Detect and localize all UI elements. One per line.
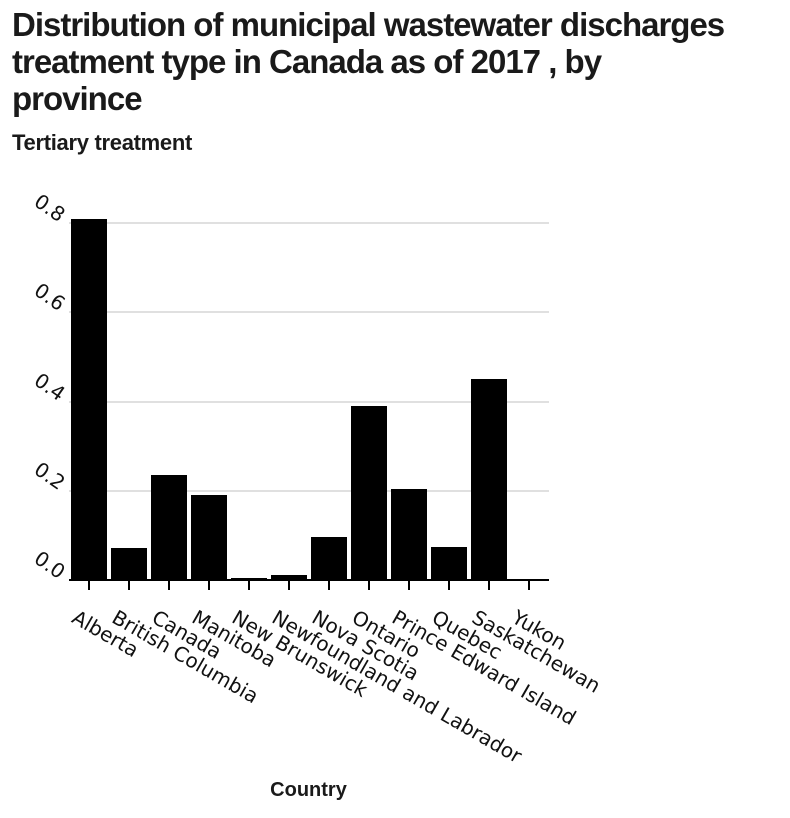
x-tick-mark-canada — [167, 581, 170, 590]
bar-newfoundland-and-labrador — [270, 575, 307, 580]
x-tick-mark-alberta — [87, 581, 90, 590]
gridline-0.6 — [68, 311, 549, 314]
chart-subtitle: Tertiary treatment — [12, 130, 193, 155]
y-tick-label-0.6: 0.6 — [30, 278, 70, 317]
bar-british-columbia — [110, 547, 147, 580]
x-axis-title: Country — [270, 779, 347, 801]
x-tick-mark-prince-edward-island — [407, 581, 410, 590]
x-tick-mark-new-brunswick — [247, 581, 250, 590]
x-axis-line — [68, 579, 549, 581]
x-tick-mark-ontario — [367, 581, 370, 590]
x-tick-mark-yukon — [527, 581, 530, 590]
x-tick-mark-saskatchewan — [487, 581, 490, 590]
x-tick-mark-newfoundland-and-labrador — [287, 581, 290, 590]
bar-saskatchewan — [470, 379, 507, 580]
gridline-0.4 — [68, 400, 549, 403]
x-tick-mark-quebec — [447, 581, 450, 590]
y-tick-label-0.0: 0.0 — [30, 545, 70, 584]
bar-ontario — [350, 406, 387, 580]
x-tick-mark-british-columbia — [127, 581, 130, 590]
gridline-0.8 — [68, 222, 549, 225]
y-tick-label-0.4: 0.4 — [30, 367, 70, 406]
bar-nova-scotia — [310, 536, 347, 580]
x-tick-mark-manitoba — [207, 581, 210, 590]
bar-new-brunswick — [230, 577, 267, 580]
bar-quebec — [430, 546, 467, 580]
chart-title: Distribution of municipal wastewater dis… — [12, 6, 784, 117]
x-tick-mark-nova-scotia — [327, 581, 330, 590]
chart-title-line-3: province — [12, 80, 143, 117]
bar-canada — [150, 475, 187, 580]
bar-manitoba — [190, 495, 227, 580]
bar-alberta — [70, 218, 107, 580]
bar-prince-edward-island — [390, 489, 427, 580]
chart-title-line-1: Distribution of municipal wastewater dis… — [12, 6, 725, 43]
y-tick-label-0.2: 0.2 — [30, 456, 70, 495]
gridline-0.2 — [68, 489, 549, 492]
y-tick-label-0.8: 0.8 — [30, 189, 70, 228]
chart-title-line-2: treatment type in Canada as of 2017 , by — [12, 43, 602, 80]
